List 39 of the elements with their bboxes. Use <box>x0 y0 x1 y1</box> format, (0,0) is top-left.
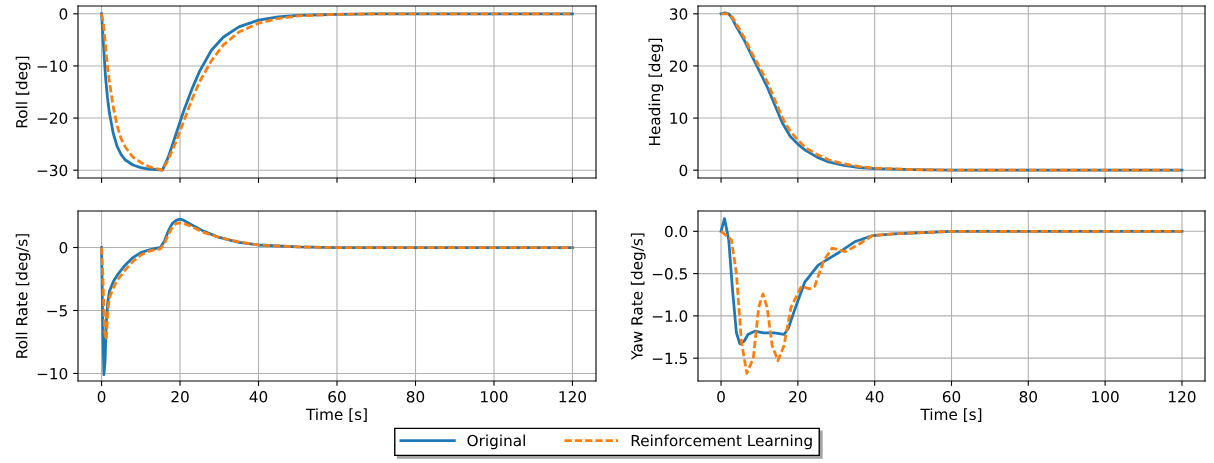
y-tick-label: 0.0 <box>664 225 688 238</box>
x-tick-label: 120 <box>559 390 587 403</box>
x-tick-label: 0 <box>717 390 725 403</box>
y-axis-title: Roll Rate [deg/s] <box>15 234 31 358</box>
y-tick-label: −0.5 <box>652 268 687 280</box>
x-tick-label: 20 <box>789 390 807 403</box>
y-tick-label: −5 <box>47 305 67 317</box>
y-tick-label: 10 <box>670 112 688 125</box>
y-tick-label: −30 <box>37 164 68 177</box>
y-axis-title: Roll [deg] <box>15 56 31 128</box>
x-tick-label: 40 <box>249 390 268 403</box>
line-series <box>719 229 1184 375</box>
y-tick-label: −20 <box>37 112 68 125</box>
y-tick-label: 0 <box>59 8 68 20</box>
x-tick-label: 120 <box>1169 390 1196 403</box>
x-tick-label: 60 <box>942 390 961 403</box>
y-tick-label: 0 <box>679 164 688 177</box>
y-tick-label: −1.5 <box>652 352 687 365</box>
line-series <box>100 221 574 341</box>
legend-label: Reinforcement Learning <box>631 434 812 450</box>
y-axis-title: Yaw Rate [deg/s] <box>630 233 646 360</box>
x-axis-title: Time [s] <box>305 408 367 422</box>
legend-label: Original <box>467 434 525 450</box>
x-tick-label: 80 <box>406 390 425 403</box>
x-tick-label: 40 <box>865 390 884 403</box>
x-tick-label: 100 <box>481 390 508 403</box>
x-tick-label: 80 <box>1019 390 1038 403</box>
y-tick-label: 30 <box>670 8 688 20</box>
x-tick-label: 20 <box>171 390 189 403</box>
x-axis-title: Time [s] <box>920 408 982 422</box>
y-tick-label: −1.0 <box>652 310 688 322</box>
y-axis-title: Heading [deg] <box>648 38 664 146</box>
x-tick-label: 60 <box>328 390 346 403</box>
x-tick-label: 100 <box>1092 390 1119 403</box>
x-tick-label: 0 <box>97 390 106 403</box>
y-tick-label: 20 <box>669 60 688 72</box>
y-tick-label: −10 <box>37 367 68 380</box>
y-tick-label: −10 <box>37 60 68 72</box>
y-tick-label: 0 <box>59 241 68 254</box>
